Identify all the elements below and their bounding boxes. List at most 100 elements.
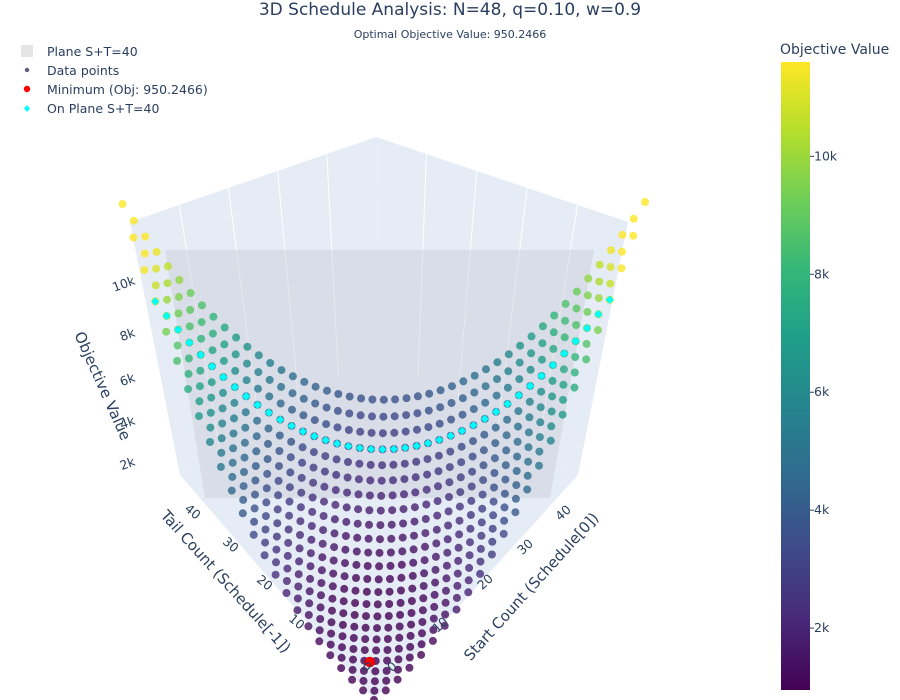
data-point — [572, 287, 581, 296]
data-point — [373, 624, 381, 633]
on-plane-point — [526, 381, 535, 390]
data-point — [394, 644, 403, 653]
data-point — [311, 399, 320, 408]
data-point — [343, 488, 352, 497]
data-point — [430, 590, 439, 599]
data-point — [390, 428, 399, 437]
data-point — [560, 333, 569, 342]
data-point — [294, 570, 303, 579]
data-point — [337, 653, 346, 662]
gridline — [326, 153, 339, 378]
data-point — [354, 475, 363, 484]
data-point — [298, 458, 307, 467]
data-point — [277, 366, 286, 375]
data-point — [366, 476, 375, 485]
data-point — [406, 631, 415, 640]
legend-label-minimum[interactable]: Minimum (Obj: 950.2466) — [47, 82, 208, 97]
data-point — [377, 491, 386, 500]
data-point — [229, 444, 238, 453]
data-point — [401, 427, 410, 436]
data-point — [385, 600, 394, 608]
data-point — [397, 573, 406, 582]
data-point — [374, 588, 383, 597]
data-point — [220, 340, 229, 349]
data-point — [503, 415, 512, 424]
gridline — [497, 187, 528, 427]
z-tick-label: 2k — [118, 453, 138, 473]
data-point — [326, 651, 335, 660]
data-point — [232, 333, 241, 342]
data-point — [524, 457, 533, 466]
data-point — [502, 431, 511, 440]
on-plane-point — [458, 426, 467, 435]
data-point — [433, 511, 442, 520]
data-point — [405, 663, 414, 672]
data-point — [295, 557, 304, 566]
data-point — [344, 458, 352, 466]
data-point — [366, 460, 375, 469]
data-point — [195, 412, 203, 421]
data-point — [341, 545, 350, 554]
data-point — [548, 392, 557, 401]
legend-label-data-points[interactable]: Data points — [47, 63, 119, 78]
data-point — [363, 575, 372, 583]
data-point — [490, 469, 499, 477]
legend-label-on-plane[interactable]: On Plane S+T=40 — [47, 101, 159, 116]
data-point — [328, 606, 336, 615]
data-point — [501, 461, 510, 470]
data-point — [285, 497, 294, 506]
data-point — [315, 626, 324, 635]
data-point — [351, 599, 360, 607]
data-point — [503, 383, 512, 392]
legend-label-plane[interactable]: Plane S+T=40 — [47, 44, 138, 59]
data-point — [352, 560, 361, 569]
data-point — [195, 397, 204, 406]
data-point — [174, 309, 183, 318]
data-point — [207, 393, 216, 402]
data-point — [333, 406, 342, 415]
data-point — [317, 579, 326, 587]
data-point — [252, 447, 261, 456]
data-point — [443, 548, 452, 557]
data-point — [464, 576, 473, 585]
data-point — [425, 389, 434, 398]
data-point — [359, 666, 368, 675]
chart-title: 3D Schedule Analysis: N=48, q=0.10, w=0.… — [259, 0, 641, 20]
on-plane-point — [310, 432, 319, 441]
data-point — [368, 395, 377, 404]
on-plane-point — [514, 391, 523, 400]
on-plane-point — [321, 436, 330, 445]
data-point — [418, 618, 427, 626]
data-point — [309, 448, 318, 457]
data-point — [452, 593, 461, 602]
data-point — [370, 686, 379, 695]
data-point — [469, 405, 478, 414]
data-point — [559, 380, 568, 389]
data-point — [338, 632, 347, 641]
data-point — [163, 279, 172, 288]
data-point — [487, 550, 496, 559]
data-point — [311, 382, 320, 391]
gridline — [277, 170, 300, 402]
data-point — [527, 332, 536, 341]
data-point — [478, 490, 487, 499]
data-point — [515, 375, 524, 384]
data-point — [594, 326, 602, 335]
data-point — [264, 424, 273, 433]
data-point — [464, 588, 473, 597]
data-point — [375, 562, 384, 571]
data-point — [151, 281, 160, 290]
data-point — [218, 419, 227, 428]
data-point — [319, 512, 328, 520]
data-point — [618, 247, 626, 256]
data-point — [331, 500, 340, 509]
legend-marker-plane — [21, 45, 33, 57]
data-point — [384, 612, 393, 620]
data-point — [424, 406, 433, 415]
data-point — [285, 511, 294, 520]
data-point — [264, 439, 272, 448]
data-point — [306, 562, 315, 571]
legend-marker-on-plane — [24, 105, 30, 112]
data-point — [195, 382, 204, 391]
data-point — [466, 524, 475, 533]
